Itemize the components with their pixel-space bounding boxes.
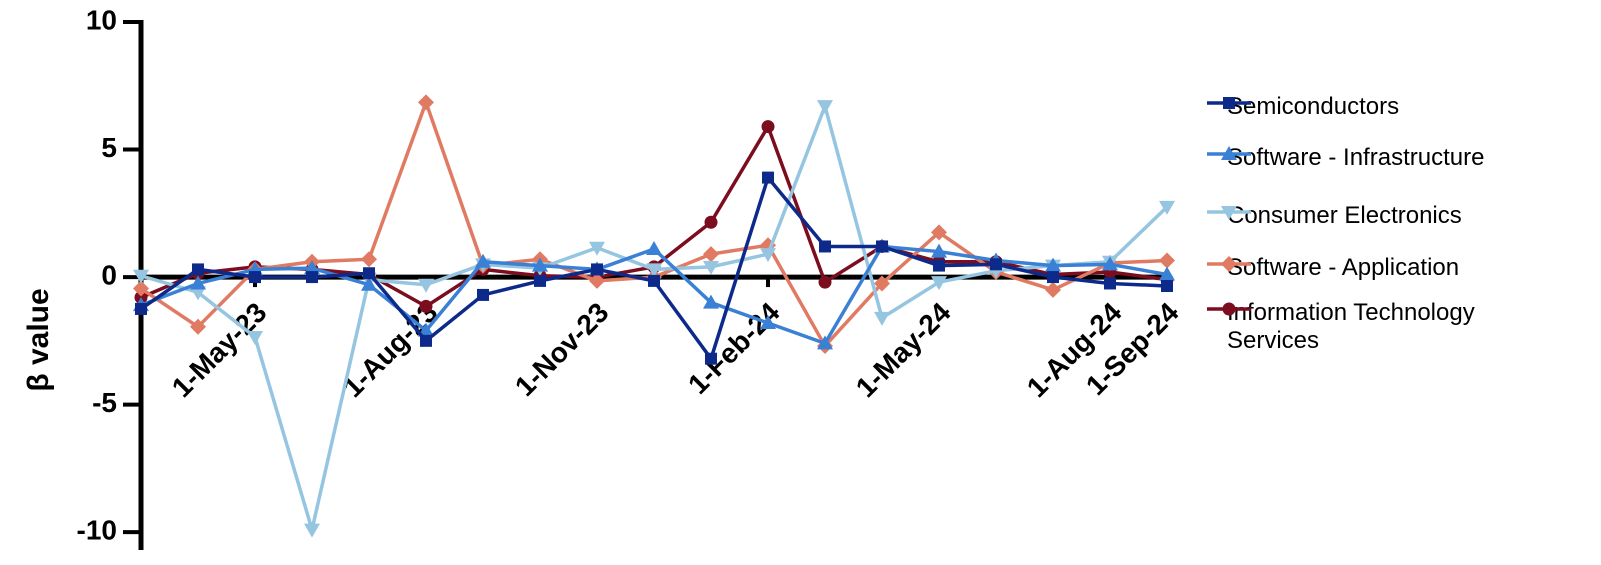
marker — [874, 311, 890, 326]
legend-item: Information Technology Services — [1205, 299, 1527, 355]
legend-item: Semiconductors — [1205, 93, 1527, 121]
marker — [817, 335, 833, 350]
marker — [705, 352, 717, 365]
y-tick-label: 5 — [101, 132, 117, 163]
legend-label: Consumer Electronics — [1227, 202, 1462, 229]
marker — [532, 257, 548, 272]
marker — [589, 272, 605, 289]
series-line — [140, 100, 1168, 348]
marker — [874, 275, 890, 292]
marker — [1223, 97, 1235, 109]
marker — [931, 224, 947, 241]
marker — [1221, 146, 1237, 160]
marker — [1104, 277, 1116, 290]
marker — [420, 334, 432, 347]
legend-item: Software - Infrastructure — [1205, 144, 1527, 172]
marker — [1159, 200, 1175, 215]
marker — [817, 100, 833, 115]
legend-label: Semiconductors — [1227, 93, 1400, 120]
marker — [477, 288, 489, 301]
marker — [190, 318, 206, 335]
marker — [1045, 281, 1061, 298]
marker — [591, 263, 603, 276]
marker — [818, 275, 832, 289]
marker — [931, 276, 947, 291]
marker — [931, 243, 947, 258]
marker — [646, 241, 662, 256]
marker — [133, 280, 149, 297]
y-tick-label: 0 — [101, 259, 117, 290]
legend: Semiconductors Software - Infrastructure C… — [1205, 0, 1595, 565]
legend-swatch — [1207, 206, 1251, 220]
marker — [1221, 206, 1237, 220]
marker — [363, 267, 375, 280]
marker — [648, 274, 660, 287]
marker — [304, 523, 320, 538]
marker — [589, 241, 605, 256]
y-tick-label: -10 — [77, 515, 117, 546]
marker — [1222, 302, 1236, 316]
marker — [304, 260, 320, 275]
marker — [418, 278, 434, 293]
marker — [933, 259, 945, 272]
marker — [760, 314, 776, 329]
marker — [1221, 256, 1237, 272]
legend-swatch — [1207, 146, 1251, 160]
legend-label: Information Technology Services — [1227, 299, 1475, 354]
marker — [249, 271, 261, 284]
marker — [361, 251, 377, 268]
x-tick-label: 1-May-24 — [850, 296, 957, 403]
x-tick-label: 1-Nov-23 — [509, 297, 615, 403]
marker — [419, 299, 433, 313]
series-line — [140, 104, 1169, 532]
marker — [704, 215, 718, 229]
marker — [135, 302, 147, 315]
marker — [418, 94, 434, 111]
marker — [418, 322, 434, 337]
x-tick-label: 1-May-23 — [166, 297, 273, 404]
legend-item: Consumer Electronics — [1205, 202, 1527, 230]
y-axis-label: β value — [22, 288, 55, 391]
legend-label: Software - Application — [1227, 254, 1460, 281]
marker — [703, 294, 719, 309]
marker — [703, 260, 719, 275]
marker — [306, 271, 318, 284]
marker — [819, 240, 831, 253]
marker — [1102, 256, 1118, 271]
marker — [1159, 266, 1175, 281]
marker — [990, 258, 1002, 271]
marker — [646, 263, 662, 278]
marker — [761, 120, 775, 134]
marker — [190, 275, 206, 290]
marker — [762, 171, 774, 184]
marker — [190, 286, 206, 301]
marker — [876, 240, 888, 253]
marker — [1045, 257, 1061, 272]
marker — [703, 246, 719, 263]
legend-swatch — [1207, 256, 1251, 272]
y-tick-label: 10 — [86, 4, 117, 35]
marker — [475, 253, 491, 268]
marker — [534, 274, 546, 287]
y-tick-label: -5 — [92, 387, 117, 418]
legend-swatch — [1207, 97, 1251, 109]
marker — [760, 248, 776, 263]
marker — [247, 331, 263, 346]
legend-item: Software - Application — [1205, 254, 1527, 282]
marker — [1159, 252, 1175, 269]
marker — [192, 263, 204, 276]
marker — [133, 269, 149, 284]
legend-swatch — [1207, 302, 1251, 316]
marker — [361, 276, 377, 291]
marker — [1161, 280, 1173, 292]
legend-label: Software - Infrastructure — [1227, 144, 1485, 171]
marker — [1047, 271, 1059, 284]
